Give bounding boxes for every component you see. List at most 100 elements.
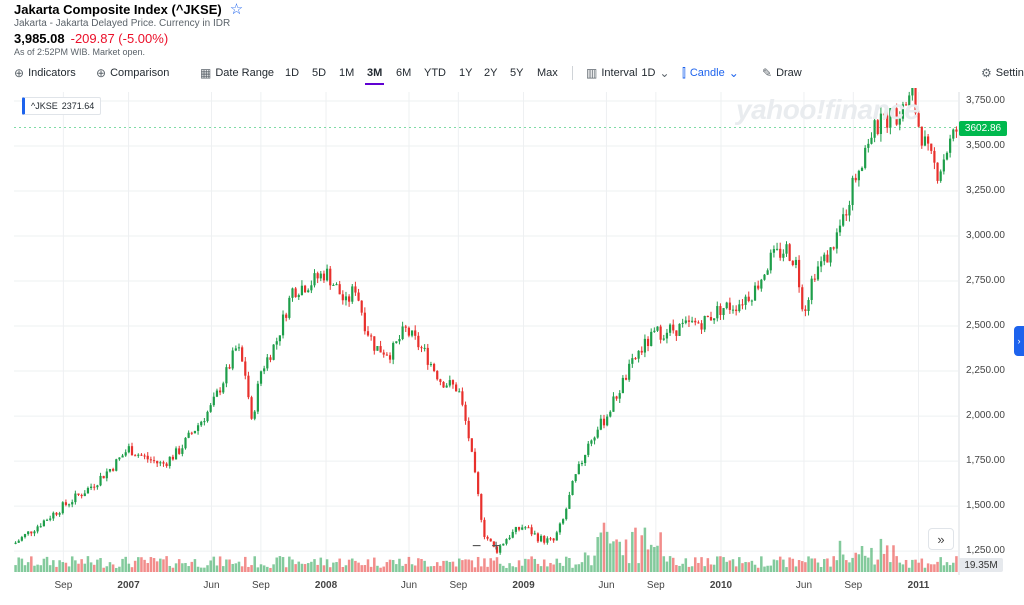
candle-body bbox=[300, 285, 304, 296]
volume-bar bbox=[948, 565, 952, 572]
candle-body bbox=[640, 350, 643, 353]
range-3m[interactable]: 3M bbox=[364, 67, 385, 85]
indicators-button[interactable]: ⊕ Indicators bbox=[14, 66, 76, 80]
candle-body bbox=[700, 323, 703, 330]
volume-bar bbox=[467, 559, 470, 572]
volume-bar bbox=[244, 556, 247, 572]
series-legend[interactable]: ^JKSE 2371.64 bbox=[22, 97, 102, 115]
volume-bar bbox=[766, 565, 769, 572]
candle-body bbox=[675, 330, 678, 336]
candle-body bbox=[451, 380, 455, 385]
candle-body bbox=[250, 397, 253, 419]
volume-bar bbox=[102, 567, 105, 572]
chart-type-dropdown[interactable]: ⫿ Candle ⌄ bbox=[682, 66, 739, 81]
range-6m[interactable]: 6M bbox=[396, 67, 412, 79]
volume-bar bbox=[738, 557, 741, 572]
range-2y[interactable]: 2Y bbox=[484, 67, 498, 79]
volume-bar bbox=[945, 562, 949, 572]
volume-bar bbox=[653, 547, 656, 572]
volume-bar bbox=[45, 556, 49, 572]
volume-bar bbox=[662, 556, 666, 572]
candle-body bbox=[209, 405, 212, 412]
volume-bar bbox=[159, 558, 162, 572]
zoom-out-icon[interactable]: − bbox=[472, 538, 482, 555]
volume-bar bbox=[152, 558, 156, 572]
volume-bar bbox=[281, 557, 285, 572]
candle-body bbox=[89, 486, 93, 488]
candle-body bbox=[681, 322, 684, 324]
volume-bar bbox=[863, 555, 867, 572]
volume-bar bbox=[196, 566, 200, 572]
candle-body bbox=[319, 273, 322, 279]
volume-bar bbox=[193, 559, 197, 572]
candle-body bbox=[854, 177, 857, 181]
x-tick-label: 2011 bbox=[907, 580, 930, 591]
candle-body bbox=[370, 335, 373, 337]
star-icon[interactable]: ☆ bbox=[229, 1, 244, 18]
volume-bar bbox=[549, 562, 552, 572]
volume-bar bbox=[627, 563, 631, 572]
range-1y[interactable]: 1Y bbox=[459, 67, 473, 79]
volume-bar bbox=[67, 566, 71, 572]
current-price: 3,985.08 bbox=[14, 31, 65, 46]
range-max[interactable]: Max bbox=[537, 67, 558, 79]
date-range-button[interactable]: ▦ Date Range bbox=[200, 66, 274, 80]
volume-bar bbox=[895, 556, 898, 572]
calendar-icon: ▦ bbox=[200, 66, 212, 80]
candle-body bbox=[656, 326, 659, 331]
volume-bar bbox=[675, 565, 678, 572]
volume-bar bbox=[395, 564, 398, 572]
candle-body bbox=[64, 502, 68, 505]
volume-bar bbox=[505, 567, 508, 572]
x-tick-label: 2008 bbox=[314, 580, 338, 591]
volume-bar bbox=[149, 557, 153, 572]
x-tick-label: Sep bbox=[54, 580, 73, 591]
volume-bar bbox=[423, 560, 426, 572]
candle-body bbox=[574, 474, 577, 481]
settings-button[interactable]: ⚙ Settings bbox=[981, 66, 1024, 80]
range-1m[interactable]: 1M bbox=[339, 67, 355, 79]
range-5d[interactable]: 5D bbox=[312, 67, 327, 79]
quote-header: Jakarta Composite Index (^JKSE) ☆ Jakart… bbox=[14, 2, 243, 57]
volume-bar bbox=[860, 546, 864, 572]
price-change: -209.87 (-5.00%) bbox=[70, 31, 169, 46]
side-panel-toggle[interactable]: › bbox=[1014, 326, 1024, 356]
exchange-subtitle: Jakarta - Jakarta Delayed Price. Currenc… bbox=[14, 18, 231, 29]
candle-body bbox=[137, 454, 140, 456]
scroll-right-button[interactable]: » bbox=[928, 528, 954, 550]
price-chart[interactable] bbox=[0, 88, 1024, 605]
comparison-button[interactable]: ⊕ Comparison bbox=[96, 66, 169, 80]
interval-value: 1D bbox=[641, 67, 656, 79]
volume-bar bbox=[602, 522, 606, 572]
candle-body bbox=[561, 519, 565, 524]
candle-body bbox=[766, 270, 769, 275]
draw-button[interactable]: ✎ Draw bbox=[762, 66, 802, 80]
chart-type-label: Candle bbox=[689, 67, 725, 79]
x-tick-label: 2007 bbox=[117, 580, 140, 591]
candle-body bbox=[190, 432, 193, 434]
candle-body bbox=[514, 527, 517, 532]
candle-body bbox=[917, 113, 920, 127]
range-ytd[interactable]: YTD bbox=[424, 67, 446, 79]
volume-bar bbox=[524, 558, 527, 572]
volume-bar bbox=[794, 566, 798, 572]
candle-body bbox=[181, 448, 184, 454]
volume-bar bbox=[187, 566, 190, 572]
range-1d[interactable]: 1D bbox=[285, 67, 300, 79]
volume-bar bbox=[48, 565, 52, 572]
volume-bar bbox=[426, 566, 430, 572]
candle-body bbox=[222, 383, 225, 393]
legend-value: 2371.64 bbox=[61, 101, 95, 111]
volume-bar bbox=[105, 566, 109, 572]
candle-body bbox=[609, 411, 612, 417]
volume-bar bbox=[615, 539, 618, 572]
range-5y[interactable]: 5Y bbox=[510, 67, 524, 79]
volume-bar bbox=[772, 559, 776, 572]
x-tick-label: 2009 bbox=[512, 580, 535, 591]
candle-body bbox=[432, 364, 436, 371]
zoom-in-icon[interactable]: + bbox=[491, 538, 501, 555]
volume-bar bbox=[914, 559, 917, 572]
interval-dropdown[interactable]: ▥ Interval 1D ⌄ bbox=[586, 66, 670, 80]
volume-bar bbox=[143, 559, 146, 572]
volume-bar bbox=[404, 563, 408, 572]
